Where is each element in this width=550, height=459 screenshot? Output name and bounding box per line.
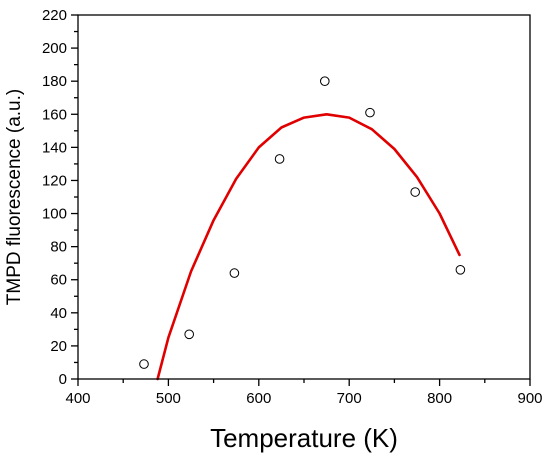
y-axis-title: TMPD fluorescence (a.u.) bbox=[4, 89, 25, 305]
fit-curve-layer bbox=[156, 113, 461, 381]
y-tick-labels: 0 20 40 60 80 100 120 140 160 180 200 220 bbox=[42, 7, 67, 388]
y-tick-label: 160 bbox=[42, 106, 67, 123]
y-tick-label: 200 bbox=[42, 40, 67, 57]
x-tick-label: 900 bbox=[517, 390, 542, 407]
x-axis-title: Temperature (K) bbox=[210, 423, 398, 453]
y-tick-label: 80 bbox=[50, 239, 67, 256]
data-point bbox=[455, 265, 466, 275]
data-point bbox=[365, 107, 375, 118]
x-tick-label: 800 bbox=[427, 390, 452, 407]
y-tick-label: 60 bbox=[50, 272, 67, 289]
x-tick-labels: 400 500 600 700 800 900 bbox=[65, 390, 542, 407]
y-tick-label: 180 bbox=[42, 73, 67, 90]
y-tick-label: 100 bbox=[42, 206, 67, 223]
y-tick-label: 120 bbox=[42, 172, 67, 189]
data-point bbox=[139, 359, 149, 369]
data-point bbox=[274, 154, 285, 164]
y-tick-label: 140 bbox=[42, 139, 67, 156]
data-point bbox=[319, 76, 330, 86]
y-tick-label: 20 bbox=[50, 338, 67, 355]
data-point bbox=[184, 329, 194, 340]
y-tick-label: 0 bbox=[59, 371, 67, 388]
axis-ticks bbox=[71, 14, 531, 386]
y-tick-label: 220 bbox=[42, 7, 67, 24]
x-tick-label: 600 bbox=[246, 390, 271, 407]
data-point bbox=[410, 187, 420, 197]
x-tick-label: 400 bbox=[65, 390, 90, 407]
x-tick-label: 500 bbox=[156, 390, 181, 407]
scatter-points-layer bbox=[139, 76, 466, 369]
plot-frame bbox=[77, 14, 531, 380]
data-point bbox=[229, 268, 240, 278]
y-tick-label: 40 bbox=[50, 305, 67, 322]
x-tick-label: 700 bbox=[337, 390, 362, 407]
fit-curve bbox=[156, 113, 461, 381]
